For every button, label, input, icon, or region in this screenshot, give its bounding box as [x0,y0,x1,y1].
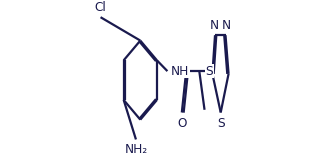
Text: Cl: Cl [94,1,106,14]
Text: N: N [222,19,231,32]
Text: S: S [217,117,224,130]
Text: N: N [210,19,219,32]
Text: NH: NH [171,65,189,78]
Text: S: S [206,65,213,78]
Text: O: O [177,117,186,130]
Text: NH₂: NH₂ [124,143,148,156]
